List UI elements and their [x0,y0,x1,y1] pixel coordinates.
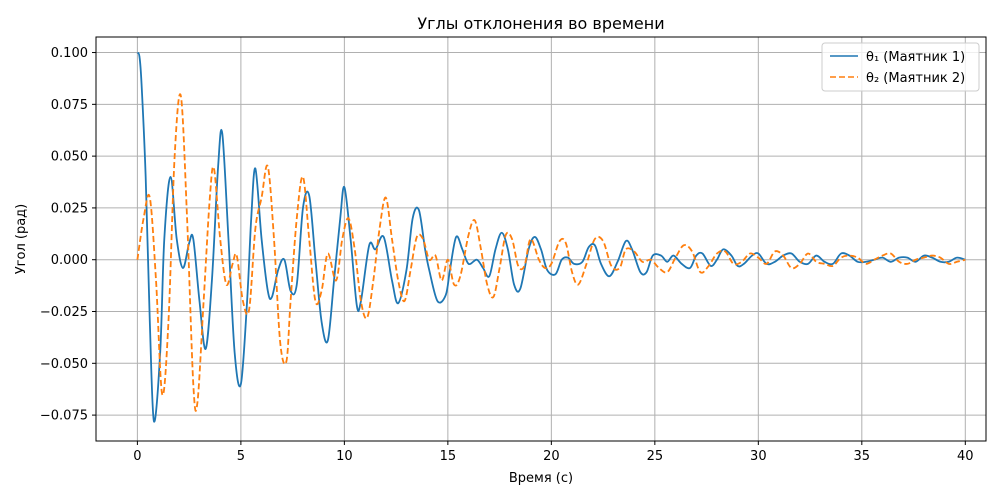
y-tick-label: −0.075 [40,409,88,424]
x-tick-label: 35 [854,449,871,464]
series-line-1 [136,51,966,423]
legend-label-theta1: θ₁ (Маятник 1) [866,50,965,65]
series-line-2 [136,93,966,412]
y-tick-label: 0.025 [51,201,88,216]
x-axis-label: Время (с) [509,471,573,486]
x-axis: 0 5 10 15 20 25 30 35 40 [133,441,974,464]
y-tick-label: 0.075 [51,98,88,113]
x-tick-label: 20 [543,449,560,464]
grid [96,37,986,441]
x-tick-label: 5 [237,449,245,464]
y-tick-label: 0.000 [51,253,88,268]
y-tick-label: 0.100 [51,46,88,61]
plot-frame [95,36,987,442]
x-tick-label: 10 [336,449,353,464]
y-axis-label: Угол (рад) [14,204,29,275]
x-tick-label: 25 [647,449,664,464]
y-tick-label: −0.050 [40,357,88,372]
legend-box [821,42,980,92]
x-tick-label: 0 [133,449,141,464]
x-tick-label: 40 [957,449,974,464]
y-tick-label: 0.050 [51,150,88,165]
chart-title: Углы отклонения во времени [417,14,664,33]
series-layer [136,51,966,423]
y-tick-label: −0.025 [40,305,88,320]
x-tick-label: 30 [750,449,767,464]
legend: θ₁ (Маятник 1) θ₂ (Маятник 2) [821,42,980,92]
y-axis: −0.075 −0.050 −0.025 0.000 0.025 0.050 0.075 0.… [40,46,96,424]
legend-label-theta2: θ₂ (Маятник 2) [866,71,965,86]
x-tick-label: 15 [440,449,457,464]
